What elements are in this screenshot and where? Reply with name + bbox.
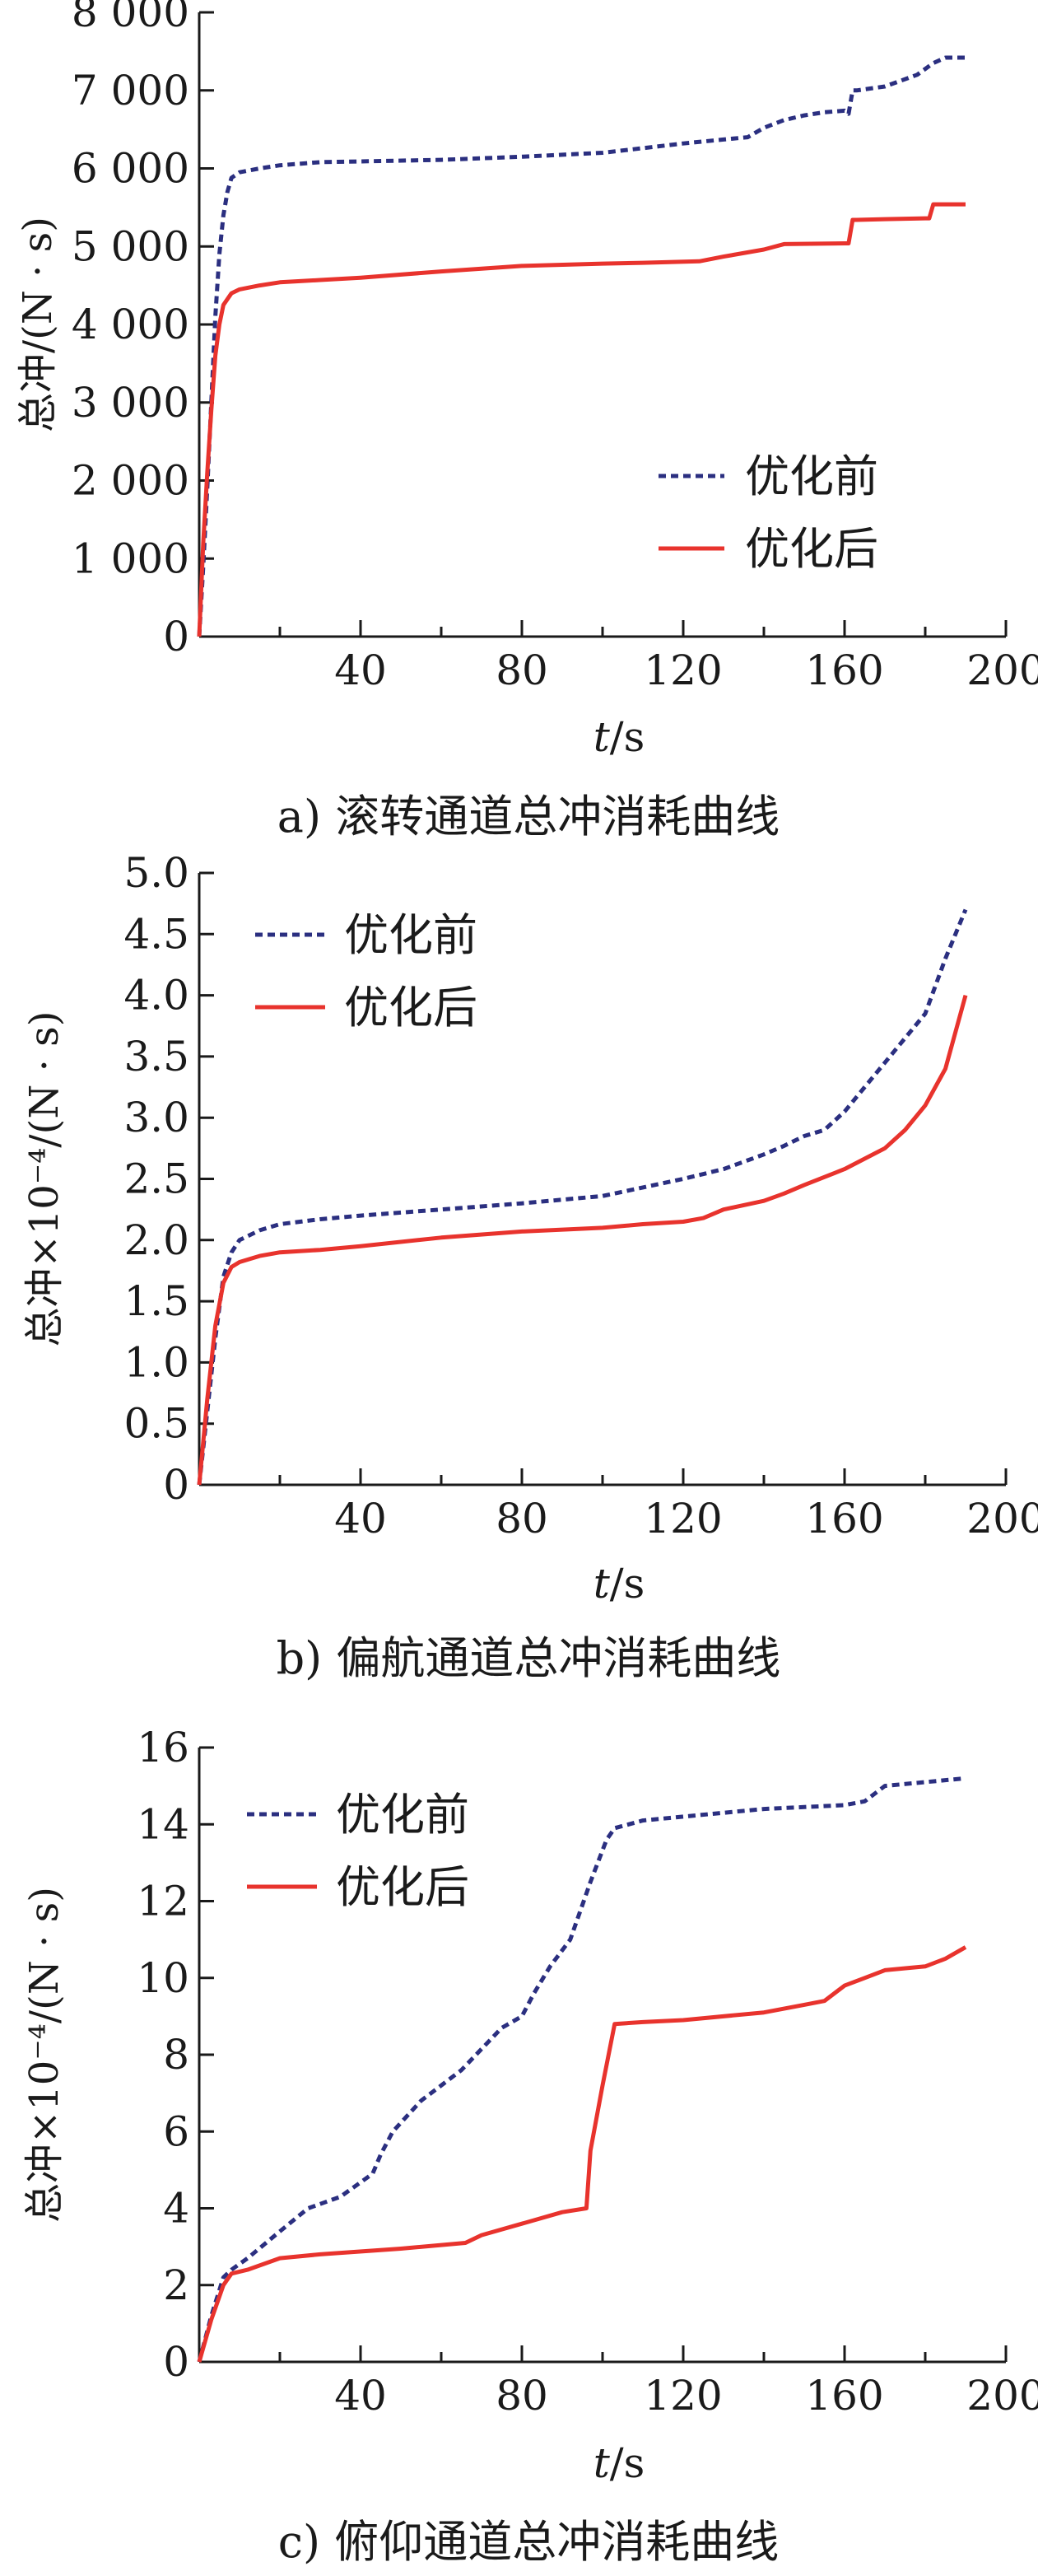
series-line-1	[197, 1776, 966, 2363]
series-line-2	[197, 994, 968, 1486]
chart-panel-1: 40 80 120 160 200 0 1 000 2 000 3 000 4 000 5 000 6…	[15, 0, 1038, 842]
y-tick-label: 6	[163, 2107, 189, 2155]
x-axis-label-unit: /s	[610, 713, 645, 761]
y-tick-label: 0.5	[123, 1400, 189, 1448]
y-tick-label: 1 000	[72, 534, 189, 582]
x-axis-label-italic: t	[593, 713, 611, 761]
y-tick-label: 14	[137, 1800, 189, 1848]
chart-panel-2: 40 80 120 160 200 0 0.5 1.0 1.5 2.0 2.5 3.0 3.5 4.0 4.…	[21, 849, 1038, 1684]
x-tick-label: 160	[805, 2372, 883, 2420]
y-axis-label: 总冲×10⁻⁴/(N · s)	[21, 1887, 67, 2223]
y-tick-label: 0	[163, 613, 189, 660]
y-tick-label: 4 000	[72, 301, 189, 348]
x-tick-label: 40	[334, 646, 387, 694]
legend-label-1: 优化前	[336, 1789, 469, 1841]
x-tick-label: 200	[966, 2372, 1038, 2420]
chart-panel-3: 40 80 120 160 200 0 2 4 6 8 10 12 14 16 t/s 总冲×10⁻⁴/(N …	[21, 1724, 1038, 2568]
legend-label-2: 优化后	[344, 982, 477, 1034]
y-tick-label: 2.0	[123, 1216, 189, 1264]
x-axis-label-italic: t	[593, 2439, 611, 2487]
y-tick-label: 16	[137, 1724, 189, 1771]
x-tick-label: 200	[966, 646, 1038, 694]
y-tick-label: 3.0	[123, 1094, 189, 1141]
x-tick-label: 80	[496, 2372, 548, 2420]
x-tick-label: 120	[644, 1495, 722, 1542]
y-tick-label: 2 000	[72, 457, 189, 505]
chart-caption: c) 俯仰通道总冲消耗曲线	[278, 2516, 779, 2568]
y-tick-label: 2.5	[123, 1155, 189, 1203]
y-tick-label: 0	[163, 1461, 189, 1509]
series-line-2	[197, 202, 966, 637]
y-tick-label: 12	[137, 1878, 189, 1925]
x-tick-label: 80	[496, 1495, 548, 1542]
legend-label-2: 优化后	[745, 523, 878, 575]
chart-caption: b) 偏航通道总冲消耗曲线	[277, 1632, 781, 1684]
x-tick-label: 120	[644, 2372, 722, 2420]
series-line-1	[197, 55, 966, 637]
x-tick-label: 120	[644, 646, 722, 694]
x-axis-label: t/s	[593, 2439, 645, 2487]
x-axis-label: t/s	[593, 713, 645, 761]
y-axis-label: 总冲/(N · s)	[15, 217, 61, 432]
series-line-2	[197, 1945, 967, 2363]
x-tick-label: 200	[966, 1495, 1038, 1542]
y-tick-label: 1.0	[123, 1338, 189, 1386]
x-tick-label: 80	[496, 646, 548, 694]
y-tick-label: 6 000	[72, 145, 189, 193]
x-axis-label-unit: /s	[610, 2439, 645, 2487]
y-tick-label: 4	[163, 2185, 189, 2233]
y-tick-label: 3 000	[72, 379, 189, 427]
y-tick-label: 7 000	[72, 67, 189, 114]
legend-label-1: 优化前	[745, 450, 878, 502]
y-tick-label: 8 000	[72, 0, 189, 36]
chart-caption: a) 滚转通道总冲消耗曲线	[277, 791, 780, 842]
x-tick-label: 40	[334, 2372, 387, 2420]
y-tick-label: 10	[137, 1954, 189, 2002]
x-tick-label: 160	[805, 1495, 883, 1542]
y-tick-label: 5.0	[123, 849, 189, 897]
y-tick-label: 5 000	[72, 222, 189, 270]
x-axis-label-unit: /s	[610, 1560, 645, 1608]
y-tick-label: 2	[163, 2261, 189, 2309]
x-axis-label: t/s	[593, 1560, 645, 1608]
y-tick-label: 8	[163, 2031, 189, 2079]
y-tick-label: 4.5	[123, 910, 189, 958]
legend-label-2: 优化后	[336, 1861, 469, 1913]
y-tick-label: 0	[163, 2338, 189, 2386]
legend-label-1: 优化前	[344, 909, 477, 961]
x-tick-label: 40	[334, 1495, 387, 1542]
y-tick-label: 1.5	[123, 1277, 189, 1325]
y-axis-label: 总冲×10⁻⁴/(N · s)	[21, 1011, 67, 1347]
x-tick-label: 160	[805, 646, 883, 694]
y-tick-label: 4.0	[123, 972, 189, 1020]
y-tick-label: 3.5	[123, 1033, 189, 1080]
series-line-1	[197, 908, 968, 1486]
x-axis-label-italic: t	[593, 1560, 611, 1608]
